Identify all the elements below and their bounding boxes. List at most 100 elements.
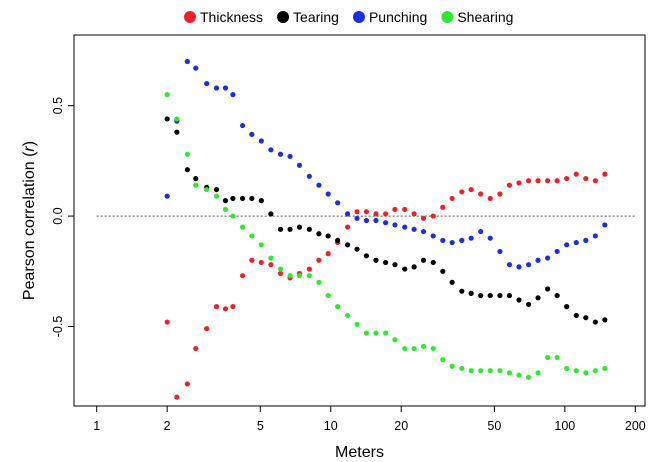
data-point-shearing xyxy=(383,330,389,336)
data-point-tearing xyxy=(411,264,417,270)
data-point-punching xyxy=(363,217,370,224)
data-point-tearing xyxy=(193,175,199,182)
data-point-thickness xyxy=(354,209,360,215)
data-point-thickness xyxy=(363,209,370,215)
data-point-tearing xyxy=(468,290,474,296)
x-tick-label: 100 xyxy=(554,419,575,433)
data-point-punching xyxy=(325,191,331,197)
data-point-punching xyxy=(592,233,598,239)
data-point-thickness xyxy=(402,206,408,213)
data-point-shearing xyxy=(184,151,190,157)
data-point-tearing xyxy=(402,266,408,272)
data-point-tearing xyxy=(573,312,579,319)
data-point-tearing xyxy=(222,198,229,204)
data-point-punching xyxy=(296,162,303,168)
y-axis-title-main: Pearson correlation ( xyxy=(21,151,38,300)
data-point-shearing xyxy=(564,365,570,372)
legend-item-thickness: Thickness xyxy=(184,9,263,25)
data-point-tearing xyxy=(268,211,274,217)
data-point-punching xyxy=(164,193,170,199)
data-point-thickness xyxy=(592,178,598,184)
data-point-tearing xyxy=(478,292,484,299)
data-point-shearing xyxy=(449,363,455,369)
data-point-thickness xyxy=(516,180,522,186)
x-tick-label: 50 xyxy=(487,419,501,433)
data-point-shearing xyxy=(516,372,522,378)
data-point-punching xyxy=(516,264,522,270)
data-point-punching xyxy=(204,80,210,87)
data-point-thickness xyxy=(344,224,351,230)
data-point-tearing xyxy=(239,195,246,202)
data-point-punching xyxy=(277,151,284,157)
data-point-thickness xyxy=(535,178,541,184)
data-point-thickness xyxy=(468,186,474,193)
data-point-shearing xyxy=(478,368,484,374)
data-point-thickness xyxy=(316,257,322,263)
data-point-punching xyxy=(258,138,264,144)
data-point-punching xyxy=(306,173,312,179)
data-point-thickness xyxy=(554,178,560,184)
data-point-thickness xyxy=(373,211,379,217)
data-point-tearing xyxy=(306,226,312,232)
data-point-shearing xyxy=(222,206,229,213)
data-point-tearing xyxy=(583,315,589,321)
legend-label-thickness: Thickness xyxy=(200,9,263,25)
data-point-thickness xyxy=(277,270,284,277)
data-point-tearing xyxy=(258,198,264,204)
x-tick-label: 20 xyxy=(394,419,408,433)
data-point-punching xyxy=(583,237,589,243)
data-point-punching xyxy=(506,262,513,268)
data-point-punching xyxy=(373,217,379,224)
y-tick-label: -0.5 xyxy=(51,316,65,338)
data-point-tearing xyxy=(184,167,190,173)
data-point-thickness xyxy=(497,191,503,197)
data-point-punching xyxy=(564,242,570,248)
data-point-thickness xyxy=(268,262,274,268)
data-point-shearing xyxy=(287,273,293,279)
y-axis-title-close: ) xyxy=(21,141,38,146)
data-point-shearing xyxy=(354,321,360,327)
series-thickness xyxy=(164,171,608,400)
data-point-shearing xyxy=(420,343,427,349)
data-point-punching xyxy=(268,147,274,153)
legend-item-shearing: Shearing xyxy=(441,9,513,25)
data-point-thickness xyxy=(184,381,190,387)
data-point-shearing xyxy=(204,186,210,193)
legend-marker-thickness xyxy=(184,11,196,23)
data-point-shearing xyxy=(325,292,331,299)
data-point-punching xyxy=(230,92,236,98)
data-point-shearing xyxy=(602,365,608,372)
data-point-shearing xyxy=(459,365,465,372)
data-point-thickness xyxy=(602,171,608,177)
data-point-thickness xyxy=(564,175,570,182)
data-point-punching xyxy=(420,228,427,235)
data-point-tearing xyxy=(602,317,608,323)
y-axis-title-variable: r xyxy=(21,146,38,152)
data-point-punching xyxy=(193,65,199,71)
x-tick-label: 10 xyxy=(324,419,338,433)
data-point-tearing xyxy=(487,292,493,299)
data-point-thickness xyxy=(573,171,579,177)
data-point-shearing xyxy=(213,193,220,199)
data-point-tearing xyxy=(296,224,303,230)
data-point-punching xyxy=(440,237,446,243)
data-point-shearing xyxy=(525,374,532,380)
data-point-thickness xyxy=(222,306,229,312)
data-point-tearing xyxy=(316,231,322,237)
data-point-shearing xyxy=(554,354,560,361)
data-point-punching xyxy=(239,122,246,129)
data-point-thickness xyxy=(487,195,493,202)
data-point-tearing xyxy=(325,233,331,239)
data-point-shearing xyxy=(573,368,579,374)
data-point-punching xyxy=(497,248,503,255)
data-point-thickness xyxy=(230,304,236,310)
data-point-tearing xyxy=(449,279,455,285)
data-point-shearing xyxy=(468,368,474,374)
data-point-tearing xyxy=(592,319,598,325)
data-point-tearing xyxy=(363,253,370,259)
data-point-tearing xyxy=(335,237,341,243)
y-axis: 0.5 0.0 -0.5 xyxy=(51,97,74,337)
data-point-tearing xyxy=(174,129,180,135)
data-point-shearing xyxy=(592,368,598,374)
